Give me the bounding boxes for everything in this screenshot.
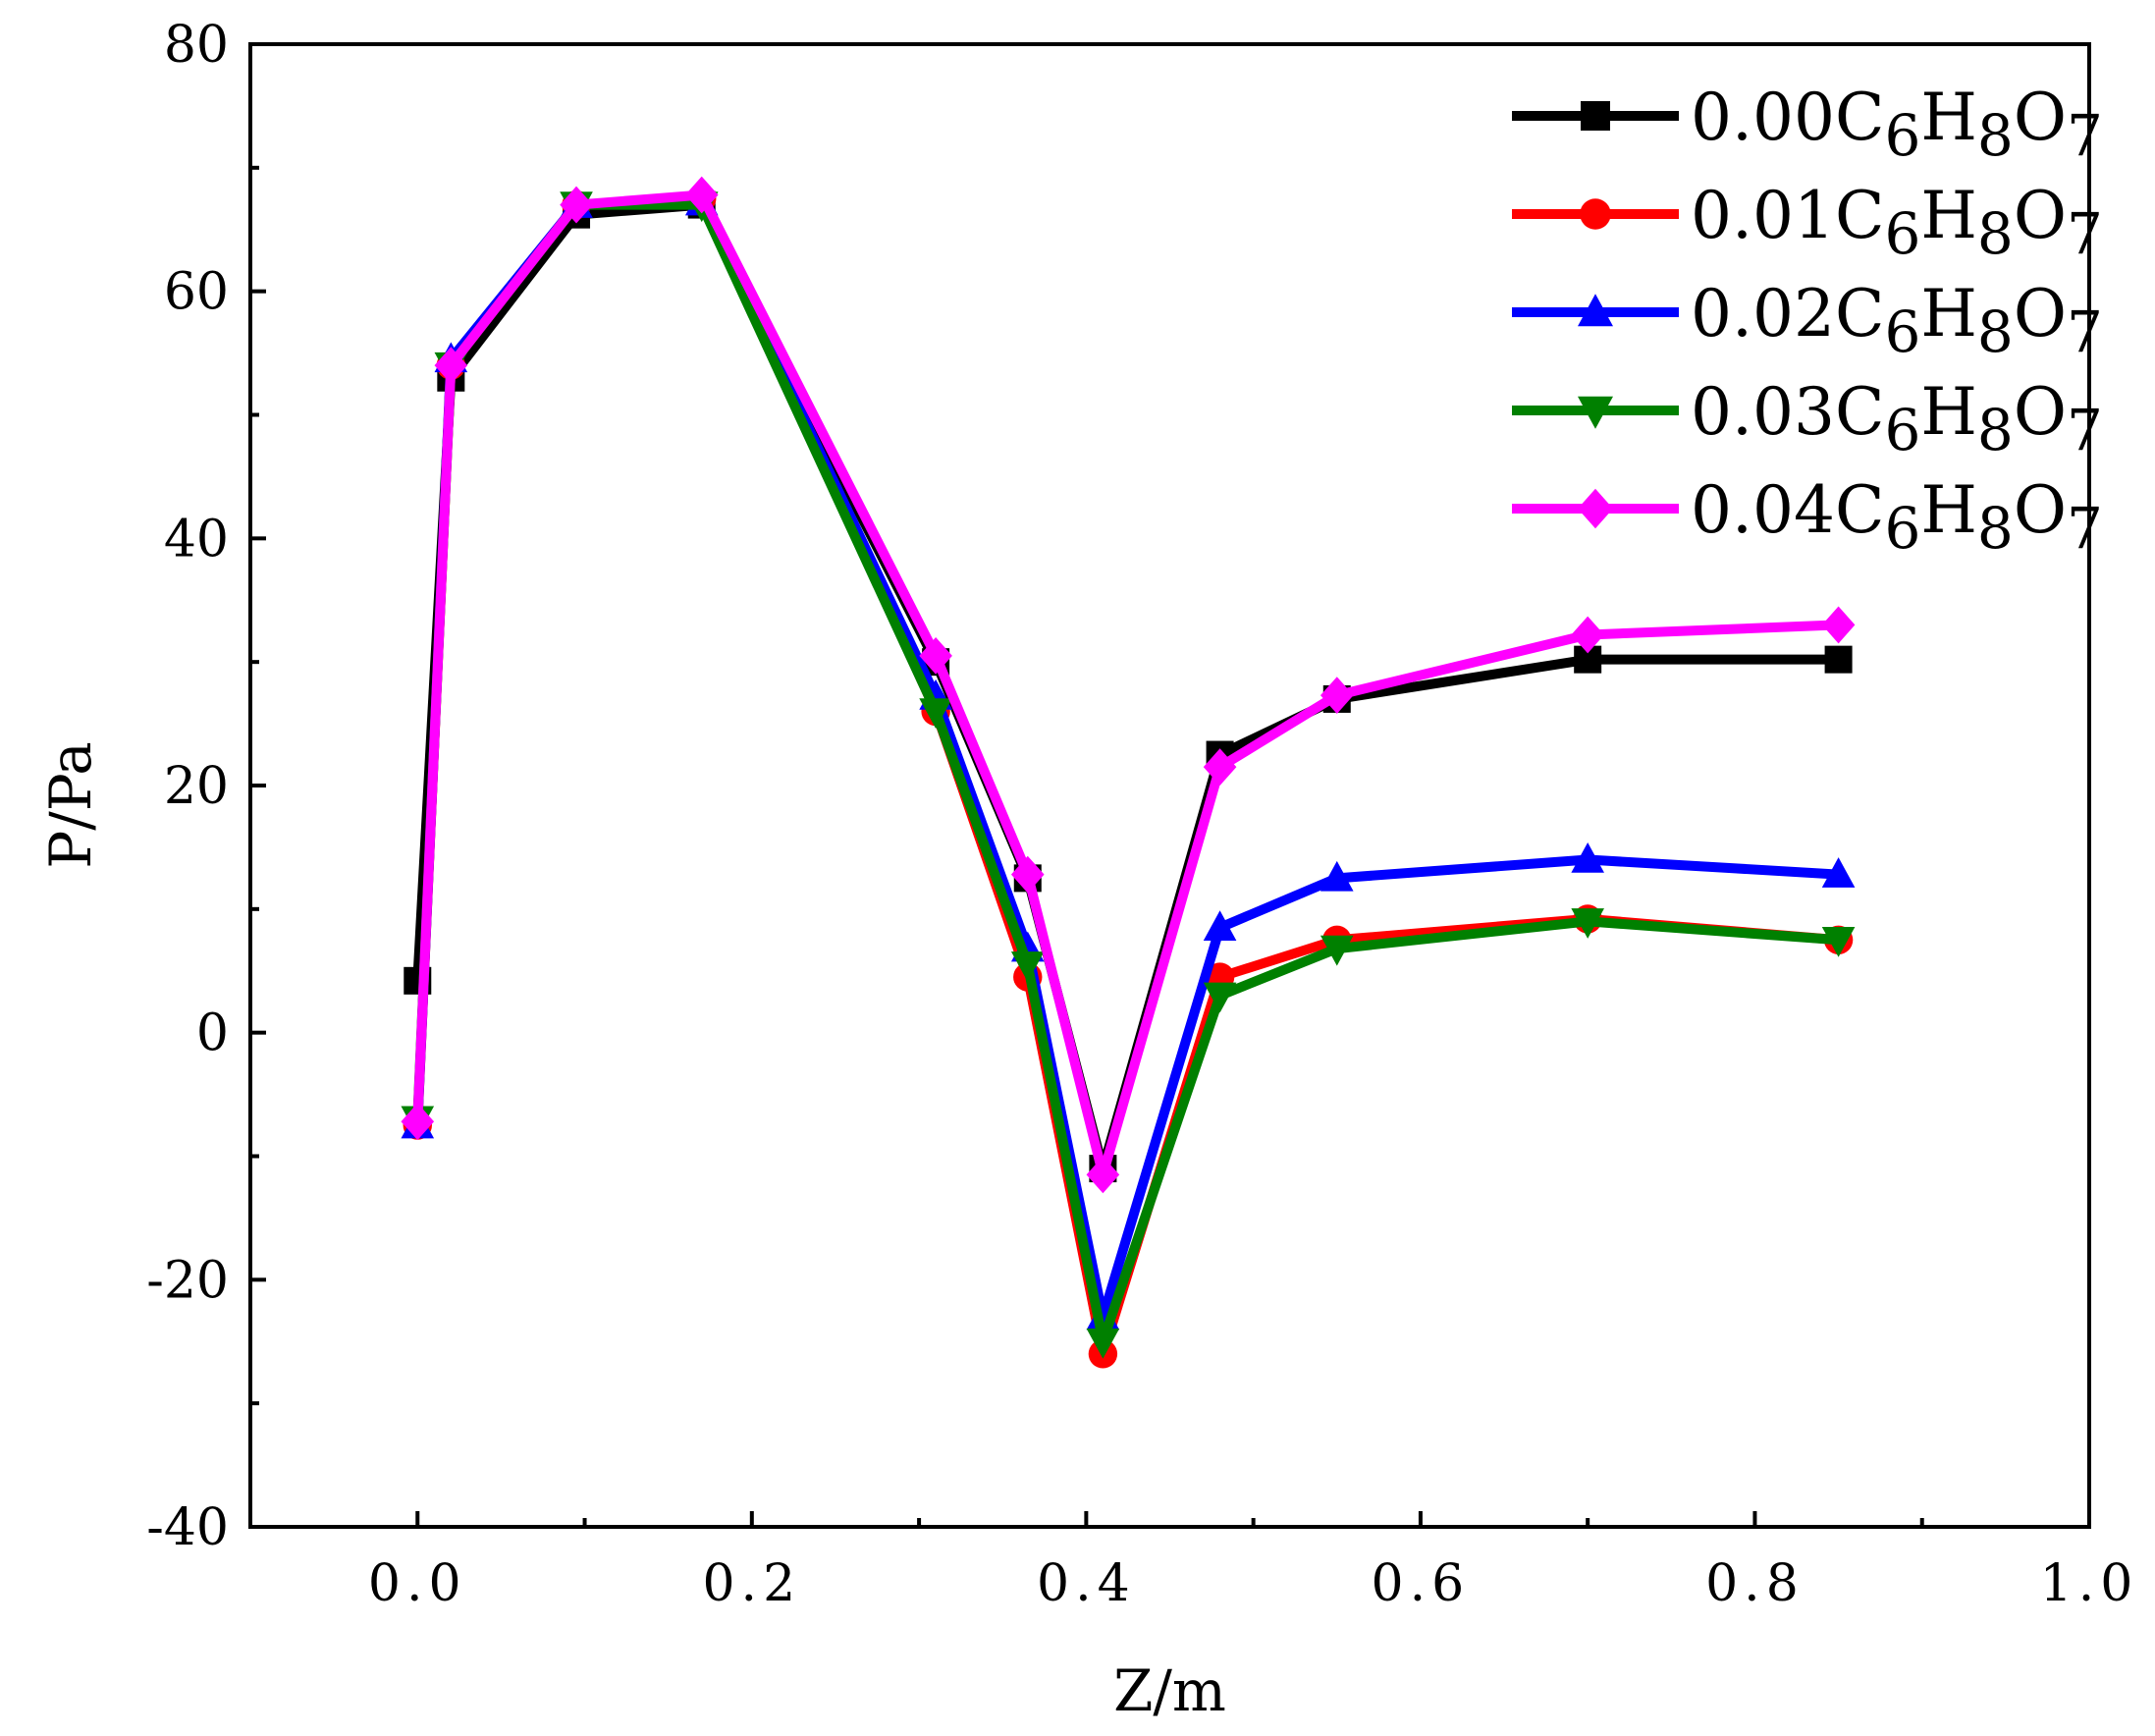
y-tick-label: 60 [164, 263, 229, 322]
series-line [412, 193, 1840, 1359]
series-1 [403, 184, 1854, 1369]
x-tick-label: 1.0 [2040, 1554, 2139, 1613]
series-layer [401, 176, 1856, 1369]
legend-item: 0.01C6H8O7 [1512, 178, 2103, 267]
data-point [1320, 860, 1354, 892]
y-tick-label: 80 [164, 16, 229, 75]
legend-label: 0.04C6H8O7 [1691, 472, 2103, 562]
legend-text-part: H [1920, 80, 1977, 155]
legend-text-part: O [2014, 178, 2067, 253]
series-2 [401, 185, 1856, 1330]
x-tick-label: 0.8 [1705, 1554, 1805, 1613]
legend-text-part: H [1920, 472, 1977, 548]
legend-label: 0.00C6H8O7 [1691, 80, 2103, 169]
legend-subscript: 8 [1977, 495, 2014, 562]
legend-label: 0.03C6H8O7 [1691, 374, 2103, 463]
legend-text-part: 0.04C [1691, 472, 1884, 548]
data-point [1086, 1328, 1120, 1359]
data-point [684, 176, 719, 214]
legend: 0.00C6H8O70.01C6H8O70.02C6H8O70.03C6H8O7… [1512, 80, 2103, 562]
legend-subscript: 7 [2067, 200, 2103, 267]
legend-subscript: 6 [1884, 200, 1920, 267]
data-point [434, 347, 468, 385]
legend-marker [1578, 488, 1613, 529]
x-tick-label: 0.6 [1372, 1554, 1471, 1613]
legend-text-part: O [2014, 276, 2067, 352]
series-0 [404, 190, 1853, 1183]
legend-subscript: 7 [2067, 298, 2103, 365]
legend-subscript: 6 [1884, 102, 1920, 169]
y-tick-label: 20 [164, 757, 229, 816]
legend-label: 0.02C6H8O7 [1691, 276, 2103, 365]
data-point [1824, 645, 1853, 674]
legend-text-part: O [2014, 374, 2067, 450]
legend-item: 0.03C6H8O7 [1512, 374, 2103, 463]
series-4 [401, 176, 1856, 1194]
axis-ticks [248, 42, 2091, 1529]
legend-subscript: 8 [1977, 397, 2014, 463]
legend-item: 0.00C6H8O7 [1512, 80, 2103, 169]
x-axis-title: Z/m [1113, 1657, 1226, 1724]
x-tick-label: 0.4 [1037, 1554, 1136, 1613]
legend-text-part: H [1920, 178, 1977, 253]
data-point [919, 636, 952, 675]
data-point [1571, 616, 1604, 654]
series-line [412, 199, 1839, 1347]
series-line [412, 199, 1839, 1174]
y-axis-title: P/Pa [37, 741, 104, 869]
series-line [412, 190, 1839, 1180]
x-tick-label: 0.0 [368, 1554, 467, 1613]
legend-marker [1578, 396, 1613, 429]
data-point [1010, 855, 1045, 894]
series-3 [401, 191, 1856, 1359]
legend-subscript: 7 [2067, 397, 2103, 463]
data-point [1203, 910, 1237, 942]
legend-text-part: 0.00C [1691, 80, 1884, 155]
data-point [1203, 982, 1237, 1013]
legend-subscript: 8 [1977, 102, 2014, 169]
legend-subscript: 6 [1884, 298, 1920, 365]
legend-text-part: 0.02C [1691, 276, 1884, 352]
legend-subscript: 6 [1884, 397, 1920, 463]
y-tick-label: 40 [164, 510, 229, 569]
data-point [919, 698, 952, 729]
data-point [1086, 1156, 1120, 1194]
legend-text-part: O [2014, 472, 2067, 548]
legend-label: 0.01C6H8O7 [1691, 178, 2103, 267]
legend-text-part: H [1920, 374, 1977, 450]
legend-subscript: 7 [2067, 495, 2103, 562]
data-point [1821, 926, 1856, 957]
data-point [1821, 606, 1856, 644]
legend-subscript: 7 [2067, 102, 2103, 169]
data-point [1320, 935, 1354, 966]
legend-subscript: 8 [1977, 298, 2014, 365]
axis-tick-labels: 0.0 0.2 0.4 0.6 0.8 1.0 -40 -20 0 20 40 60 80 [146, 16, 2139, 1613]
data-point [1571, 908, 1604, 939]
x-tick-label: 0.2 [702, 1554, 801, 1613]
legend-marker [1580, 198, 1611, 230]
legend-text-part: 0.03C [1691, 374, 1884, 450]
legend-item: 0.02C6H8O7 [1512, 276, 2103, 365]
legend-text-part: H [1920, 276, 1977, 352]
legend-subscript: 6 [1884, 495, 1920, 562]
data-point [1571, 842, 1604, 873]
data-point [560, 186, 593, 224]
legend-text-part: 0.01C [1691, 178, 1884, 253]
y-tick-label: -20 [146, 1251, 229, 1310]
legend-subscript: 8 [1977, 200, 2014, 267]
y-tick-label: 0 [196, 1004, 229, 1063]
data-point [1010, 951, 1045, 982]
legend-marker [1581, 101, 1610, 131]
legend-marker [1578, 294, 1613, 327]
series-line [412, 197, 1839, 1323]
data-point [1203, 748, 1237, 787]
legend-text-part: O [2014, 80, 2067, 155]
legend-item: 0.04C6H8O7 [1512, 472, 2103, 562]
data-point [401, 1103, 435, 1141]
data-point [1320, 677, 1354, 715]
data-point [1821, 857, 1856, 888]
y-tick-label: -40 [146, 1498, 229, 1557]
